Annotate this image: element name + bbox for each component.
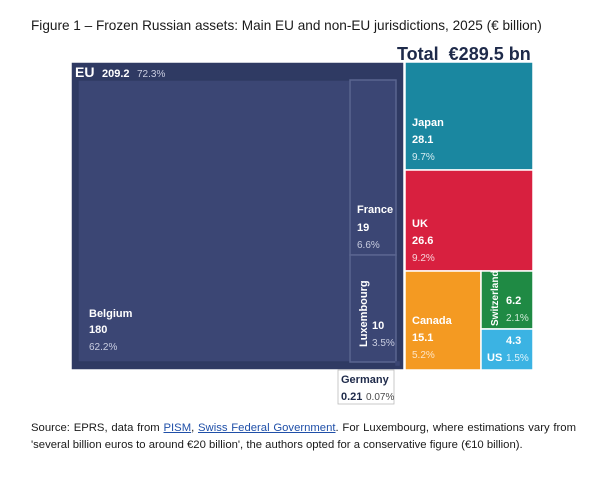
eu-group-value: 209.2: [102, 68, 130, 80]
uk-value: 26.6: [412, 235, 433, 247]
canada-value: 15.1: [412, 332, 433, 344]
switzerland-value: 6.2: [506, 295, 521, 307]
japan-value: 28.1: [412, 134, 433, 146]
belgium-value: 180: [89, 324, 107, 336]
treemap-chart: EU 209.2 72.3% Belgium 180 62.2% France 19 6.6% L…: [70, 61, 534, 405]
total-value: €289.5 bn: [448, 44, 531, 64]
japan-share: 9.7%: [412, 152, 435, 163]
japan-tile: [404, 61, 534, 171]
us-value: 4.3: [506, 335, 521, 347]
source-link-swiss-government[interactable]: Swiss Federal Government: [198, 422, 336, 434]
source-note: Source: EPRS, data from PISM, Swiss Fede…: [31, 422, 576, 451]
belgium-tile: [77, 79, 351, 363]
belgium-label: Belgium: [89, 308, 133, 320]
luxembourg-label: Luxembourg: [358, 280, 370, 347]
total-label-text: Total: [397, 44, 439, 64]
switzerland-label: Switzerland: [490, 270, 501, 326]
germany-value: 0.21: [341, 391, 362, 403]
us-label: US: [487, 352, 502, 364]
switzerland-share: 2.1%: [506, 313, 529, 324]
canada-tile: [404, 270, 482, 371]
us-share: 1.5%: [506, 353, 529, 364]
uk-label: UK: [412, 218, 428, 230]
eu-group-label: EU: [75, 64, 94, 80]
canada-share: 5.2%: [412, 350, 435, 361]
source-link-pism[interactable]: PISM: [163, 422, 192, 434]
germany-share: 0.07%: [366, 392, 394, 403]
eu-group-share: 72.3%: [137, 69, 165, 80]
germany-tile: [395, 361, 400, 366]
france-share: 6.6%: [357, 240, 380, 251]
figure-title: Figure 1 – Frozen Russian assets: Main E…: [31, 18, 542, 33]
germany-label: Germany: [341, 374, 390, 386]
france-label: France: [357, 204, 393, 216]
belgium-share: 62.2%: [89, 342, 117, 353]
japan-label: Japan: [412, 117, 444, 129]
france-tile: [349, 79, 397, 256]
luxembourg-share: 3.5%: [372, 338, 395, 349]
luxembourg-tile: [349, 254, 397, 363]
germany-callout-box: [337, 369, 395, 405]
luxembourg-value: 10: [372, 320, 384, 332]
canada-label: Canada: [412, 315, 453, 327]
uk-share: 9.2%: [412, 253, 435, 264]
total-label: Total €289.5 bn: [397, 44, 541, 65]
us-tile: [480, 328, 534, 371]
france-value: 19: [357, 222, 369, 234]
